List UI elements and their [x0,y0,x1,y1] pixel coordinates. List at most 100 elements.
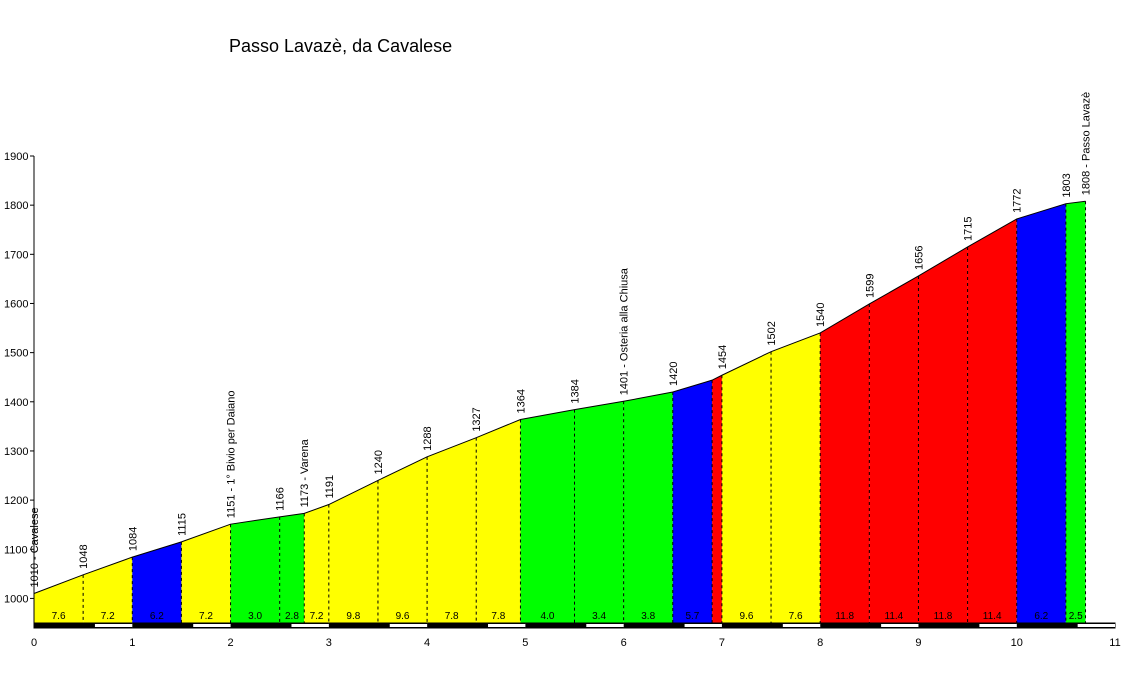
elevation-point-label: 1364 [515,389,527,413]
x-axis-bar-light [193,624,231,627]
x-axis-bar-segment [328,623,428,628]
x-axis-bar-segment [1016,623,1115,628]
profile-segment [721,351,772,623]
x-tick-label: 2 [227,637,233,649]
profile-segment [427,437,477,623]
profile-segment [1016,203,1066,623]
elevation-point-label: 1715 [963,216,975,240]
chart-title: Passo Lavazè, da Cavalese [229,36,452,56]
segment-gradient-label: 3.4 [592,611,606,622]
segment-gradient-label: 11.8 [934,611,953,622]
elevation-point-label: 1599 [864,273,876,297]
x-axis-bar-light [488,624,526,627]
x-axis-bar-segment [230,623,329,628]
x-axis-bar-light [389,624,428,627]
x-axis-bar-segment [918,623,1017,628]
y-tick-label: 1600 [4,298,28,310]
elevation-point-label: 1048 [78,544,90,568]
x-axis-bar-segment [525,623,624,628]
y-tick-label: 1800 [4,200,28,212]
elevation-point-label: 1420 [668,361,680,385]
y-tick-label: 1200 [4,495,28,507]
profile-segment [181,524,231,623]
segment-gradient-label: 7.8 [491,611,505,622]
y-tick-label: 1900 [4,151,28,163]
profile-segment [672,380,713,623]
segment-gradient-label: 7.8 [445,611,459,622]
x-axis-bar-segment [820,623,919,628]
elevation-point-label: 1540 [815,302,827,326]
y-tick-label: 1400 [4,397,28,409]
x-axis-bar-segment [132,623,231,628]
elevation-point-label: 1772 [1012,188,1024,212]
elevation-point-label: 1151 - 1° Bivio per Daiano [226,390,238,518]
x-tick-label: 5 [522,637,528,649]
y-tick-label: 1500 [4,348,28,360]
x-axis-bar-segment [427,623,526,628]
x-axis-bar-light [586,624,624,627]
profile-segment [83,557,133,623]
elevation-point-label: 1166 [275,487,287,511]
profile-segment [476,419,521,623]
y-tick-label: 1700 [4,249,28,261]
profile-segment [304,504,329,623]
profile-segment [279,513,305,623]
x-tick-label: 1 [129,637,135,649]
x-axis-bar-light [1077,624,1115,627]
elevation-point-label: 1454 [717,345,729,369]
x-axis-bar-segment [623,623,722,628]
elevation-point-label: 1084 [127,527,139,551]
elevation-point-label: 1384 [570,379,582,403]
x-tick-label: 8 [817,637,823,649]
segment-gradient-label: 6.2 [1034,611,1048,622]
elevation-point-label: 1502 [766,321,778,345]
x-tick-label: 4 [424,637,430,649]
x-axis-bar-light [94,624,133,627]
x-axis-bar-light [979,624,1017,627]
profile-segment [230,516,280,623]
segment-gradient-label: 6.2 [150,611,164,622]
profile-segment [869,275,919,623]
profile-line [33,200,1086,594]
y-tick-label: 1100 [4,544,28,556]
gradient-band [34,608,1086,623]
segment-gradient-label: 9.6 [740,611,754,622]
elevation-point-label: 1803 [1061,173,1073,197]
segment-gradient-label: 2.5 [1069,611,1083,622]
segment-gradient-label: 7.2 [101,611,115,622]
profile-segment [918,246,968,623]
x-axis-bar-light [684,624,722,627]
profile-segment [820,303,870,623]
profile-segment [132,541,182,623]
elevation-point-label: 1173 - Varena [299,438,311,507]
segment-gradient-label: 7.2 [310,611,324,622]
x-axis-bar-light [782,624,821,627]
segment-gradient-label: 11.4 [983,611,1002,622]
segment-gradient-label: 2.8 [285,611,299,622]
profile-segment [377,456,428,623]
segment-gradient-label: 11.8 [835,611,854,622]
segment-gradient-label: 3.0 [248,611,262,622]
profile-segment [574,401,624,623]
profile-segment [623,391,673,623]
segment-gradient-label: 4.0 [541,611,555,622]
y-tick-label: 1300 [4,446,28,458]
profile-segment [967,218,1017,623]
profile-segment [34,574,84,623]
x-tick-label: 9 [915,637,921,649]
x-tick-label: 0 [31,637,37,649]
segment-gradient-label: 9.8 [346,611,360,622]
segment-gradient-label: 11.4 [885,611,904,622]
profile-segment [520,409,575,623]
x-tick-label: 7 [719,637,725,649]
profile-segment [712,375,722,623]
profile-segment [1065,201,1086,623]
segment-gradient-label: 5.7 [685,611,699,622]
x-tick-label: 10 [1011,637,1023,649]
segment-gradient-label: 7.2 [199,611,213,622]
segment-gradient-label: 7.6 [52,611,66,622]
x-tick-label: 3 [326,637,332,649]
elevation-point-label: 1327 [471,407,483,431]
profile-segment [771,332,821,623]
